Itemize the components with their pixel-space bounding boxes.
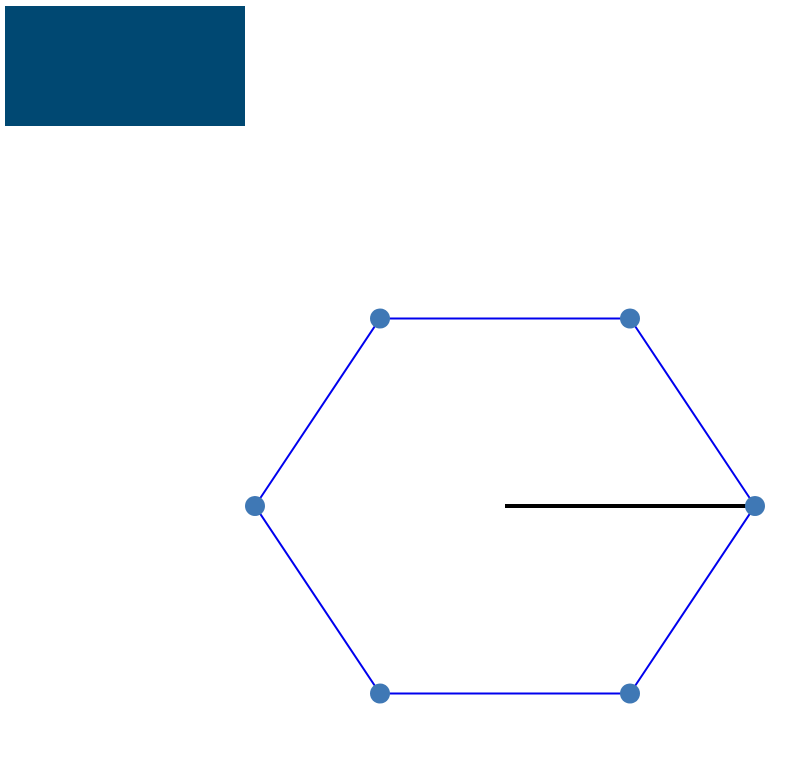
vertex-group bbox=[245, 308, 765, 704]
vertex-point-2 bbox=[370, 308, 390, 329]
vertex-point-4 bbox=[370, 683, 390, 704]
vertex-point-3 bbox=[245, 496, 265, 516]
vertex-point-5 bbox=[620, 683, 640, 704]
color-block bbox=[5, 6, 245, 126]
vertex-point-0 bbox=[745, 496, 765, 516]
vertex-point-1 bbox=[620, 308, 640, 329]
